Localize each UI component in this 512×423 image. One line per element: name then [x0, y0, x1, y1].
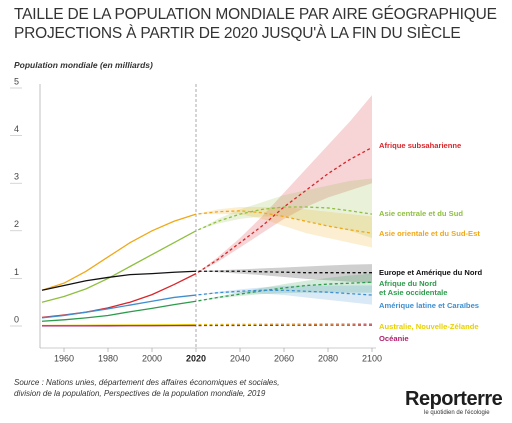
- series-label: Australie, Nouvelle-Zélande: [379, 322, 479, 331]
- x-tick-label: 1980: [98, 353, 118, 363]
- logo: Reporterre: [405, 388, 503, 410]
- y-tick-label: 5: [14, 76, 19, 86]
- series-line: [41, 289, 373, 319]
- uncertainty-band: [196, 264, 372, 284]
- x-tick-label: 2000: [142, 353, 162, 363]
- y-tick-label: 3: [14, 172, 19, 182]
- series-line: [41, 281, 373, 322]
- y-axis-label: Population mondiale (en milliards): [14, 60, 153, 70]
- uncertainty-band: [196, 273, 372, 302]
- y-tick-label: 2: [14, 219, 19, 229]
- series-line: [41, 206, 373, 303]
- series-label: Afrique subsaharienne: [379, 141, 462, 150]
- series-label: Amérique latine et Caraïbes: [379, 301, 480, 310]
- series-line: [41, 270, 372, 291]
- series-label: Europe et Amérique du Nord: [379, 268, 483, 277]
- x-tick-label: 1960: [54, 353, 74, 363]
- series-label: Asie centrale et du Sud: [379, 209, 463, 218]
- series-line: [41, 210, 373, 291]
- uncertainty-band: [196, 95, 372, 274]
- x-tick-label: 2040: [230, 353, 250, 363]
- series-label: Asie orientale et du Sud-Est: [379, 229, 480, 238]
- chart-title: TAILLE DE LA POPULATION MONDIALE PAR AIR…: [14, 6, 497, 23]
- uncertainty-band: [196, 207, 372, 248]
- chart-subtitle: PROJECTIONS À PARTIR DE 2020 JUSQU'À LA …: [14, 25, 461, 42]
- y-tick-label: 4: [14, 124, 19, 134]
- y-tick-label: 0: [14, 314, 19, 324]
- x-tick-label: 2100: [362, 353, 382, 363]
- series-line: [41, 324, 373, 327]
- uncertainty-band: [196, 285, 372, 305]
- source: Source : Nations unies, département des …: [14, 378, 280, 398]
- logo-tagline: le quotidien de l'écologie: [424, 410, 490, 416]
- uncertainty-band: [196, 178, 372, 238]
- series-label: Océanie: [379, 334, 409, 343]
- x-tick-label: 2020: [186, 353, 206, 363]
- x-tick-label: 2080: [318, 353, 338, 363]
- y-tick-label: 1: [14, 267, 19, 277]
- series-label: Afrique du Nord et Asie occidentale: [379, 279, 448, 297]
- x-tick-label: 2060: [274, 353, 294, 363]
